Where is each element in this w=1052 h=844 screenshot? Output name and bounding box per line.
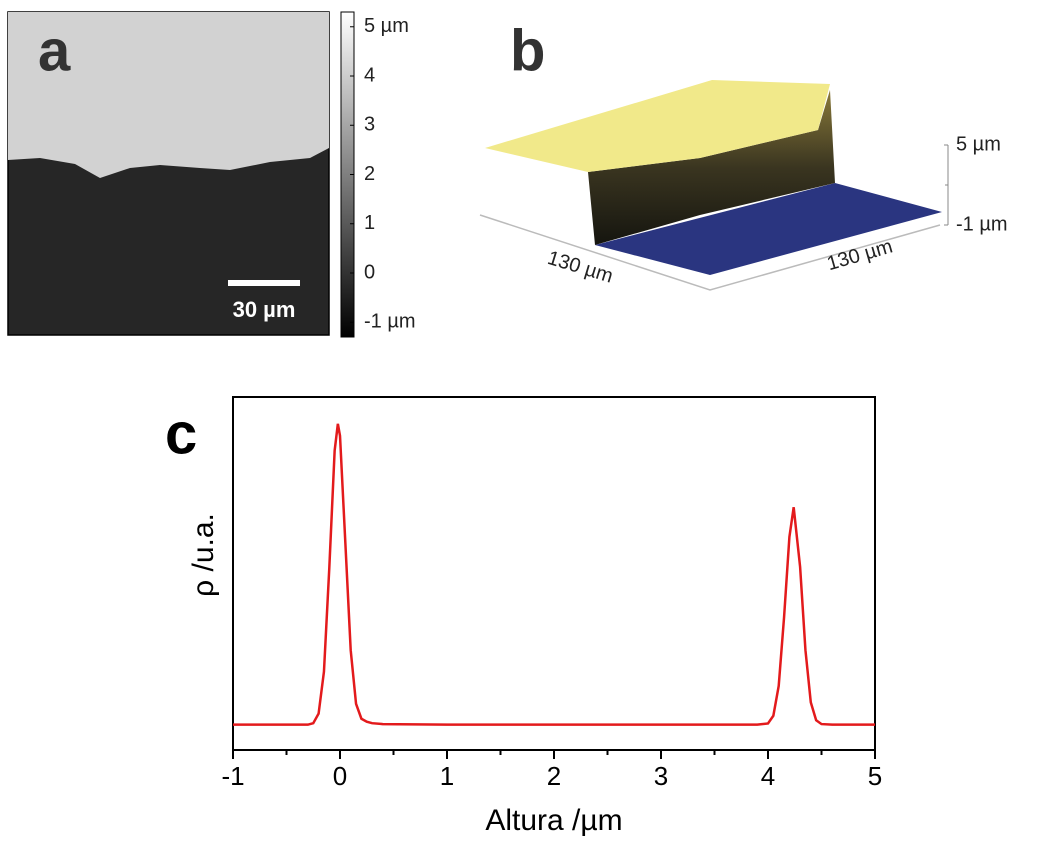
- surface-plot: 130 µm 130 µm b: [479, 18, 949, 291]
- panel-label: b: [510, 18, 545, 83]
- data-line: [233, 423, 875, 726]
- colorbar-tick-label: 5 µm: [364, 15, 409, 37]
- scale-bar-label: 30 µm: [233, 297, 296, 322]
- colorbar-tick-label: 3: [364, 114, 375, 136]
- x-tick-label: 5: [868, 761, 882, 791]
- height-map: 30 µm a: [7, 11, 355, 338]
- x-axis-title: Altura /µm: [485, 804, 622, 837]
- z-tick-label: -1 µm: [956, 213, 1008, 235]
- x-tick-label: 4: [761, 761, 775, 791]
- colorbar-tick-label: 1: [364, 212, 375, 234]
- x-axis-label: 130 µm: [545, 247, 616, 288]
- colorbar-tick-label: 4: [364, 64, 375, 86]
- x-tick-label: 3: [654, 761, 668, 791]
- lower-surface: [595, 183, 942, 275]
- panel-label: a: [38, 18, 71, 83]
- z-tick-label: 5 µm: [956, 133, 1001, 155]
- upper-region: [8, 12, 329, 178]
- x-tick-label: 0: [333, 761, 347, 791]
- panel-label: c: [165, 401, 197, 466]
- step-wall: [588, 90, 835, 245]
- line-plot: c Altura /µm ρ /u.a.: [165, 396, 876, 837]
- x-tick-label: 2: [547, 761, 561, 791]
- upper-surface: [485, 80, 830, 172]
- base-axes: [479, 214, 941, 291]
- colorbar-tick-label: 0: [364, 261, 375, 283]
- x-tick-label: -1: [221, 761, 244, 791]
- colorbar-tick-label: 2: [364, 163, 375, 185]
- y-axis-label: 130 µm: [825, 235, 896, 275]
- y-axis-title: ρ /u.a.: [187, 513, 220, 597]
- x-tick-label: 1: [440, 761, 454, 791]
- colorbar-tick-label: -1 µm: [364, 311, 416, 333]
